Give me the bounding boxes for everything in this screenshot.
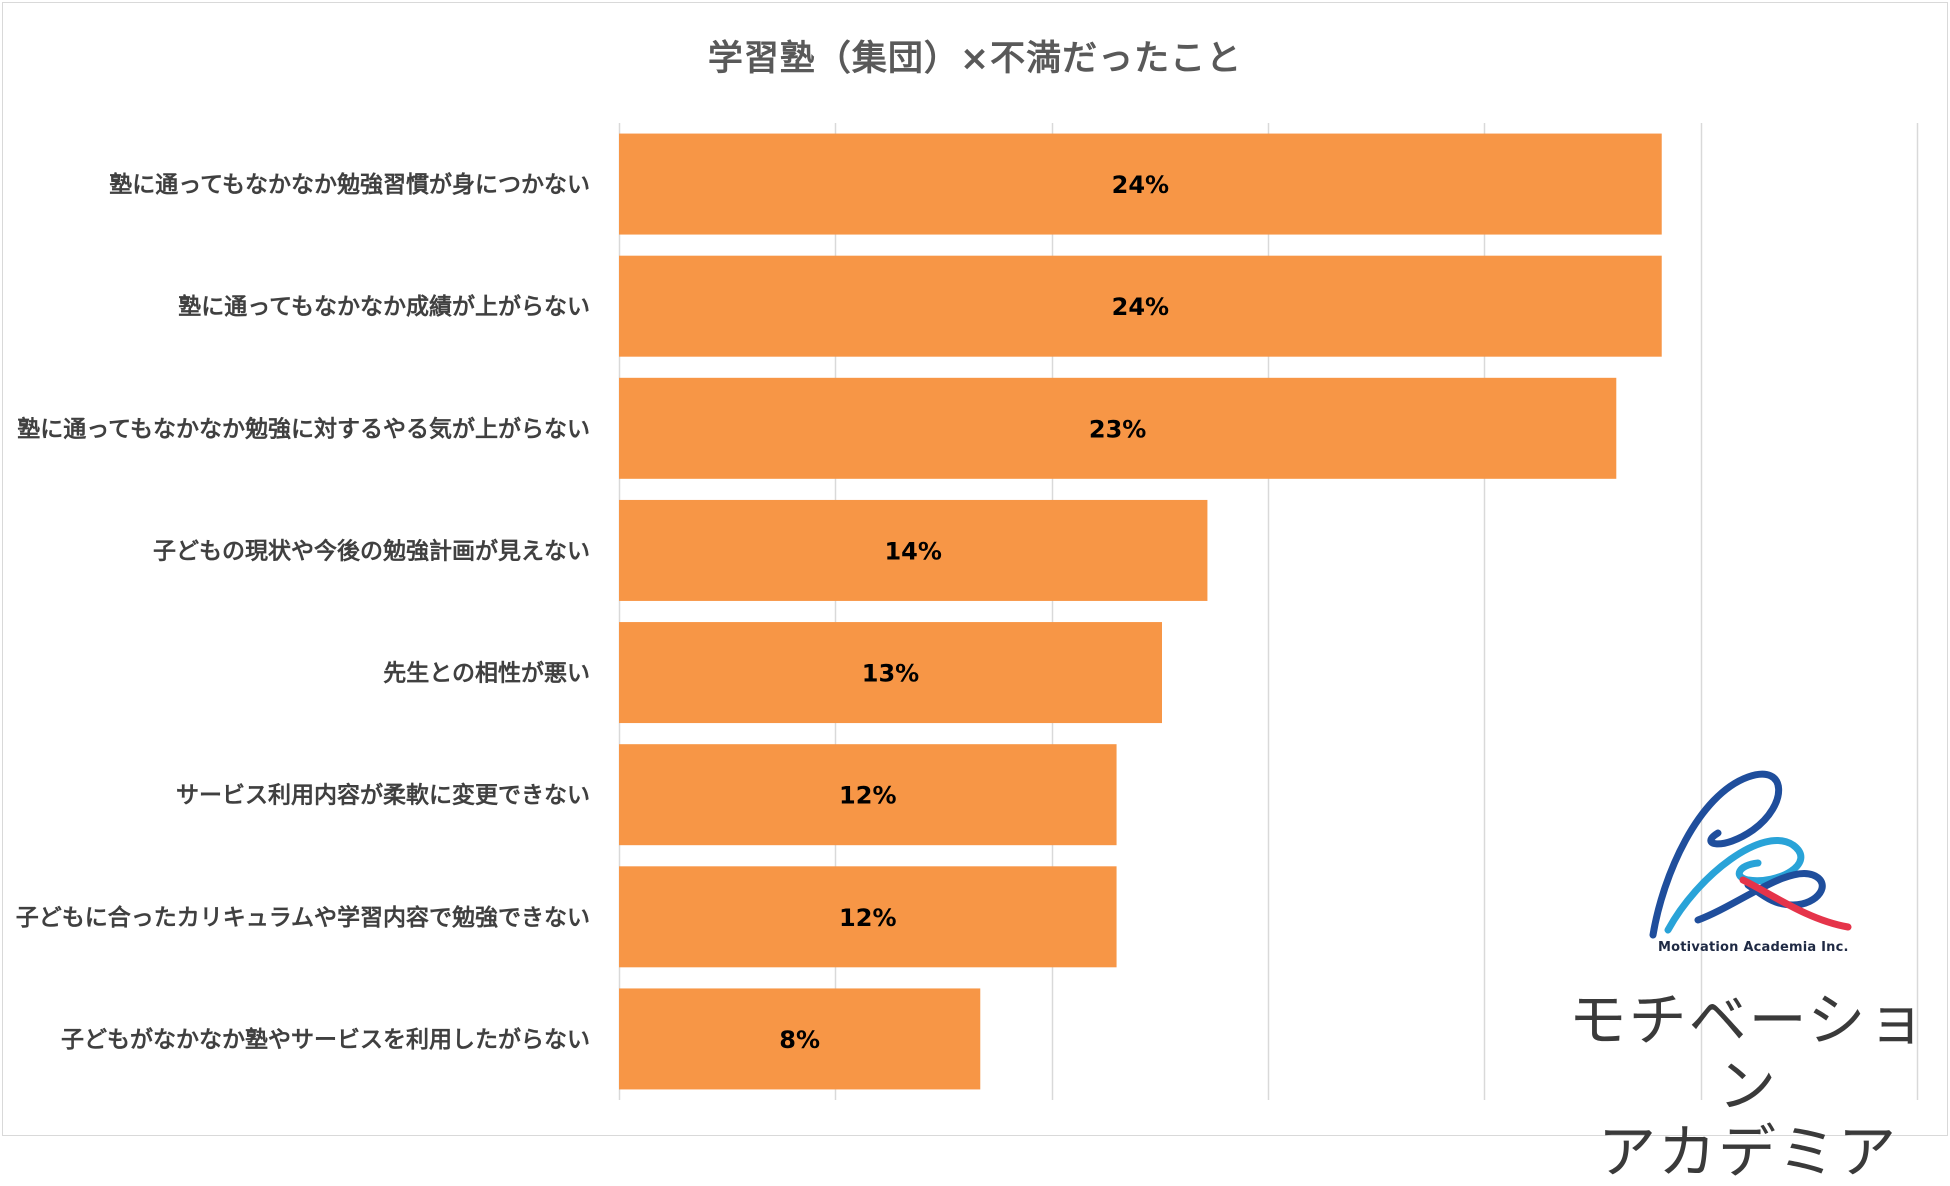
data-label-5: 13% (862, 660, 919, 688)
bar-1 (619, 133, 1662, 235)
logo-name-text: モチベーション アカデミア (1568, 986, 1928, 1186)
bar-6 (619, 744, 1117, 846)
bar-5 (619, 622, 1162, 724)
bar-8 (619, 988, 981, 1090)
category-labels: 塾に通ってもなかなか勉強習慣が身につかない塾に通ってもなかなか成績が上がらない塾… (16, 171, 590, 1053)
bar-2 (619, 255, 1662, 357)
data-label-2: 24% (1112, 293, 1169, 321)
category-label-4: 子どもの現状や今後の勉強計画が見えない (153, 537, 590, 564)
data-labels: 24% 24% 23% 14% 13% 12% 12% 8% (779, 171, 1169, 1054)
logo-stroke-1 (1649, 770, 1783, 939)
bars (619, 133, 1662, 1090)
logo-stroke-3 (1694, 870, 1826, 924)
category-label-6: サービス利用内容が柔軟に変更できない (176, 782, 590, 809)
logo-company-text: Motivation Academia Inc. (1658, 940, 1849, 955)
category-label-7: 子どもに合ったカリキュラムや学習内容で勉強できない (16, 904, 590, 931)
chart-title: 学習塾（集団）×不満だったこと (707, 39, 1243, 79)
data-label-1: 24% (1112, 171, 1169, 199)
category-label-1: 塾に通ってもなかなか勉強習慣が身につかない (109, 171, 590, 198)
data-label-3: 23% (1089, 415, 1146, 443)
category-label-5: 先生との相性が悪い (383, 660, 590, 687)
data-label-7: 12% (839, 904, 896, 932)
bar-chart: 塾に通ってもなかなか勉強習慣が身につかない塾に通ってもなかなか成績が上がらない塾… (16, 123, 1919, 1100)
motivation-academia-mark-icon (1649, 770, 1852, 939)
data-label-6: 12% (839, 782, 896, 810)
data-label-8: 8% (779, 1026, 820, 1054)
bar-4 (619, 499, 1208, 601)
category-label-8: 子どもがなかなか塾やサービスを利用したがらない (61, 1026, 590, 1053)
category-label-2: 塾に通ってもなかなか成績が上がらない (178, 293, 590, 320)
company-logo: Motivation Academia Inc. モチベーション アカデミア (1548, 755, 1948, 1185)
bar-3 (619, 377, 1617, 479)
data-label-4: 14% (884, 537, 941, 565)
logo-stroke-2 (1664, 837, 1805, 934)
category-label-3: 塾に通ってもなかなか勉強に対するやる気が上がらない (17, 415, 590, 442)
logo-stroke-4 (1739, 876, 1852, 931)
bar-7 (619, 866, 1117, 968)
